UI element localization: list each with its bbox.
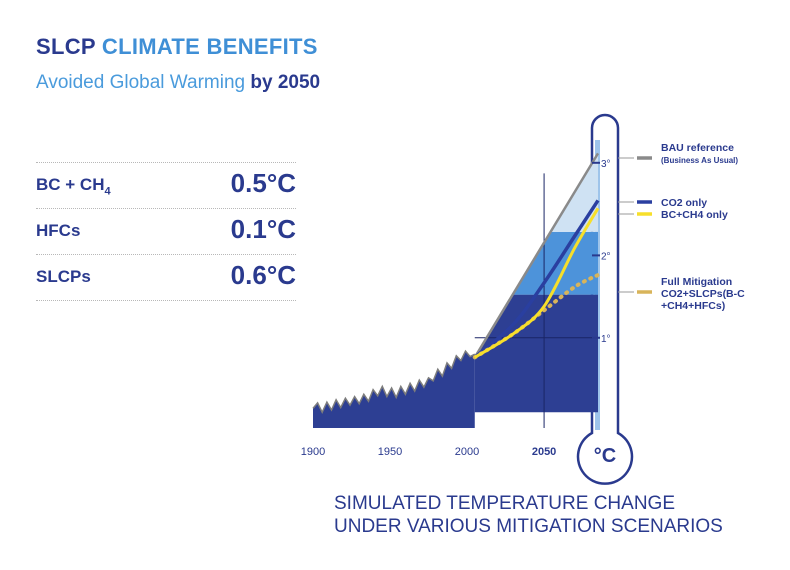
- subtitle-part-1: Avoided Global Warming: [36, 72, 246, 93]
- page-subtitle: Avoided Global Warming by 2050: [36, 72, 320, 94]
- warming-band-1: [474, 294, 598, 413]
- bc-ch4-only-series-line: [473, 207, 600, 359]
- title-part-1: SLCP: [36, 34, 96, 59]
- chart-caption: SIMULATED TEMPERATURE CHANGE UNDER VARIO…: [334, 492, 723, 538]
- legend-bau-label-1: BAU reference: [661, 142, 734, 154]
- page-title: SLCP CLIMATE BENEFITS: [36, 34, 318, 60]
- stat-value-hfcs: 0.1°C: [230, 214, 296, 244]
- stat-value-slcps: 0.6°C: [230, 260, 296, 290]
- x-tick-label-2000: 2000: [455, 446, 479, 458]
- caption-line-1: SIMULATED TEMPERATURE CHANGE: [334, 493, 675, 514]
- thermometer-outline: [576, 113, 634, 485]
- stat-label-bc-ch4: BC + CH4: [36, 175, 111, 198]
- stat-row-hfcs: HFCs 0.1°C: [36, 208, 296, 254]
- bau-series-line: [473, 152, 600, 359]
- legend-full-mitigation-label-2: CO2+SLCPs(B-C: [661, 288, 745, 300]
- title-part-2: CLIMATE BENEFITS: [101, 34, 318, 59]
- stat-value-bc-ch4: 0.5°C: [230, 168, 296, 198]
- stat-label-hfcs: HFCs: [36, 221, 81, 240]
- legend-bc-ch4-label-1: BC+CH4 only: [661, 209, 728, 221]
- thermometer-tick-label-1: 1°: [601, 334, 611, 345]
- legend-co2-label-1: CO2 only: [661, 197, 707, 209]
- legend-full-mitigation-label-1: Full Mitigation: [661, 276, 732, 288]
- thermometer-tick-label-3: 3°: [601, 159, 611, 170]
- stat-row-slcps: SLCPs 0.6°C: [36, 254, 296, 301]
- legend-bau-label-2: (Business As Usual): [661, 156, 738, 165]
- stat-label-slcps: SLCPs: [36, 267, 91, 286]
- stat-row-bc-ch4: BC + CH4 0.5°C: [36, 162, 296, 208]
- x-tick-label-1900: 1900: [301, 446, 325, 458]
- co2-only-series-line: [473, 199, 600, 359]
- caption-line-2: UNDER VARIOUS MITIGATION SCENARIOS: [334, 516, 723, 537]
- unit-label: °C: [594, 445, 616, 467]
- legend-full-mitigation-label-3: +CH4+HFCs): [661, 300, 725, 312]
- thermometer-tick-label-2: 2°: [601, 251, 611, 262]
- subtitle-part-2: by 2050: [250, 72, 321, 93]
- x-tick-label-1950: 1950: [378, 446, 402, 458]
- full-mitigation-series-line: [472, 273, 600, 360]
- historical-area: [313, 351, 475, 428]
- avoided-warming-table: BC + CH4 0.5°C HFCs 0.1°C SLCPs 0.6°C: [36, 162, 296, 301]
- x-tick-label-2050: 2050: [532, 446, 556, 458]
- historical-series-line: [312, 349, 476, 415]
